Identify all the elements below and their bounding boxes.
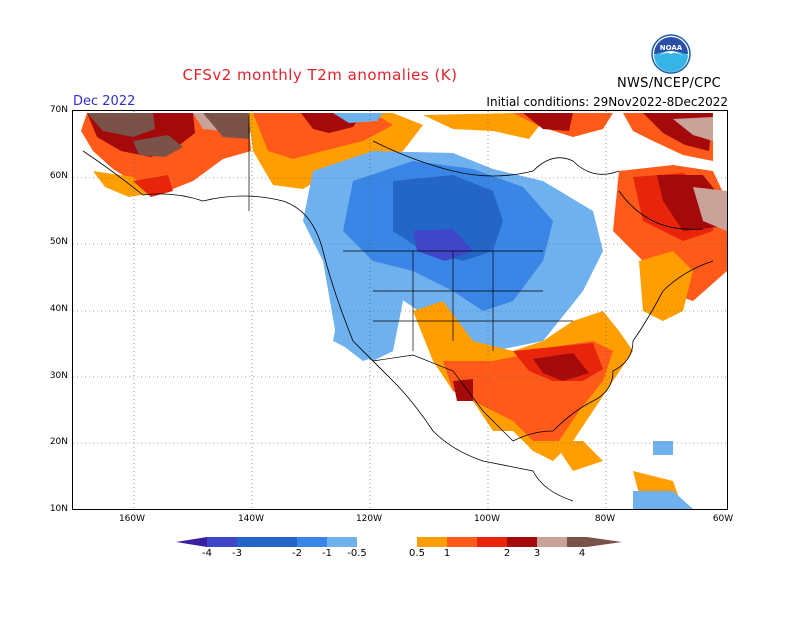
colorbar-swatch [267,537,297,547]
lat-label: 70N [49,105,68,115]
colorbar-swatch [447,537,477,547]
lat-label: 20N [49,437,68,447]
anomaly-region [523,113,573,131]
colorbar-swatch [327,537,357,547]
colorbar-swatch [417,537,447,547]
anomaly-region [87,113,155,137]
graticule [73,111,727,509]
colorbar-label: -1 [322,548,332,559]
anomaly-region [553,441,603,471]
anomaly-map [72,110,728,510]
anomaly-region [533,353,589,381]
lon-label: 80W [594,514,616,524]
colorbar-label: 4 [578,548,586,559]
anomaly-region [693,187,727,231]
lon-label: 160W [118,514,146,524]
coastlines [82,140,714,502]
colorbar-arrow-left [176,537,207,547]
lon-label: 60W [712,514,734,524]
anomaly-region [133,135,183,157]
colorbar-swatch [237,537,267,547]
lat-label: 30N [49,371,68,381]
lat-label: 60N [49,171,68,181]
lat-label: 50N [49,237,68,247]
forecast-month: Dec 2022 [73,94,136,109]
colorbar-label: 3 [533,548,541,559]
colorbar-label: 1 [443,548,451,559]
colorbar-label: -3 [232,548,242,559]
anomaly-region [633,491,693,509]
colorbar-swatch [567,537,587,547]
initial-conditions: Initial conditions: 29Nov2022-8Dec2022 [486,95,728,109]
colorbar-label: -0.5 [347,548,367,559]
anomaly-region [333,113,383,123]
anomaly-region [423,113,543,139]
lon-label: 100W [473,514,501,524]
agency-label: NWS/NCEP/CPC [617,76,722,91]
anomaly-region [673,117,713,141]
colorbar-swatch [357,537,417,547]
colorbar-swatch [477,537,507,547]
colorbar-label: 0.5 [409,548,425,559]
anomaly-region [323,261,403,361]
map-title: CFSv2 monthly T2m anomalies (K) [182,66,458,84]
anomaly-region [653,441,673,455]
borders [248,113,573,442]
anomaly-region [203,113,253,139]
color-legend [176,537,622,547]
anomaly-region [639,251,693,321]
lat-label: 40N [49,304,68,314]
anomaly-region [93,171,153,197]
colorbar-label: -4 [202,548,212,559]
colorbar-label: 2 [503,548,511,559]
anomaly-region [133,175,173,197]
colorbar-arrow-right [587,537,622,547]
colorbar-swatch [507,537,537,547]
map-canvas [73,111,727,509]
svg-text:NOAA: NOAA [660,44,683,52]
anomaly-region [413,229,473,261]
anomaly-region [253,113,393,159]
colorbar-swatch [297,537,327,547]
lat-label: 10N [49,504,68,514]
colorbar-label: -2 [292,548,302,559]
colorbar-swatch [207,537,237,547]
anomaly-region [453,379,473,401]
noaa-logo: NOAA [651,34,691,74]
lon-label: 120W [355,514,383,524]
lon-label: 140W [237,514,265,524]
colorbar-swatch [537,537,567,547]
